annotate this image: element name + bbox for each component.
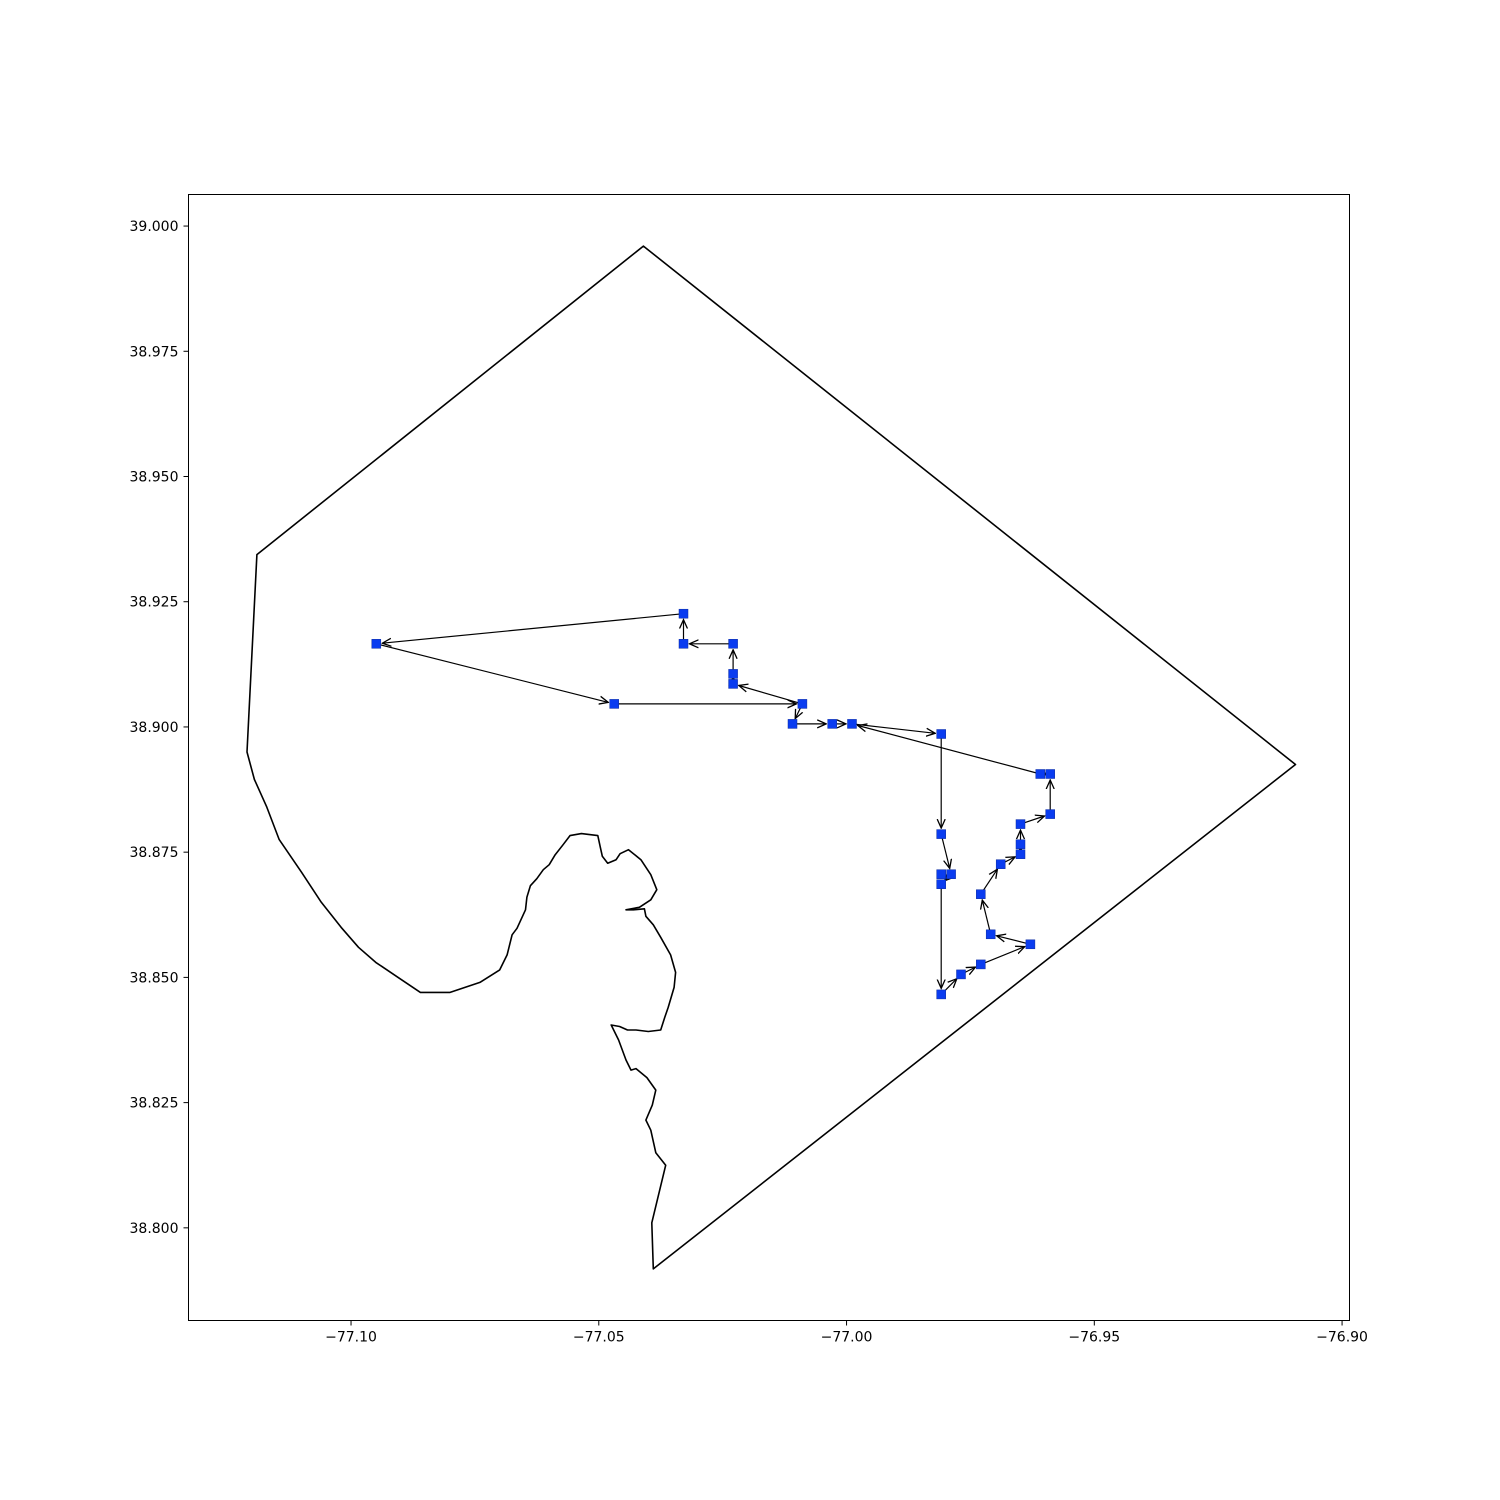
y-tick-label: 38.925 <box>130 595 179 611</box>
stop-marker <box>728 639 738 649</box>
stop-markers <box>371 608 1055 1000</box>
stop-marker <box>1025 939 1036 950</box>
x-tick-label: −76.90 <box>1316 1330 1368 1346</box>
stop-marker <box>936 729 946 739</box>
stop-marker <box>728 679 738 689</box>
stop-marker <box>976 959 986 970</box>
stop-marker <box>678 639 689 649</box>
stop-marker <box>985 929 996 940</box>
stop-marker <box>1045 769 1055 779</box>
stop-marker <box>1015 819 1026 829</box>
y-tick-label: 39.000 <box>130 219 179 235</box>
route-segment <box>858 726 1041 775</box>
stop-marker <box>609 699 619 709</box>
route-segment <box>382 613 684 644</box>
y-tick-label: 38.825 <box>130 1096 179 1112</box>
stop-marker <box>827 719 837 729</box>
stop-marker <box>847 719 857 729</box>
stop-marker <box>936 989 946 1000</box>
x-tick-label: −77.00 <box>821 1330 873 1346</box>
stop-marker <box>936 869 946 879</box>
stop-marker <box>946 869 956 879</box>
route-segment <box>376 643 608 703</box>
stop-marker <box>728 669 738 679</box>
route-segment <box>997 936 1031 945</box>
stop-marker <box>1015 849 1026 859</box>
plot-frame <box>188 194 1350 1321</box>
stop-marker <box>1035 769 1046 779</box>
y-tick-label: 38.800 <box>130 1221 179 1237</box>
stop-marker <box>995 859 1006 869</box>
stop-marker <box>797 699 808 709</box>
stop-marker <box>787 719 798 729</box>
stop-marker <box>678 608 689 619</box>
x-tick-label: −77.05 <box>573 1330 625 1346</box>
x-tick-label: −77.10 <box>325 1330 377 1346</box>
route-segment <box>982 900 992 935</box>
y-tick-label: 38.900 <box>130 720 179 736</box>
stop-marker <box>1015 839 1026 849</box>
route-segment <box>739 686 803 705</box>
stop-marker <box>936 879 946 889</box>
x-tick-label: −76.95 <box>1068 1330 1120 1346</box>
route-segment <box>980 947 1025 965</box>
y-tick-label: 38.975 <box>130 344 179 360</box>
stop-marker <box>956 969 966 980</box>
stop-marker <box>371 639 382 649</box>
stop-marker <box>1045 809 1055 819</box>
district-boundary <box>246 245 1297 1270</box>
route-segment <box>940 833 950 868</box>
y-tick-label: 38.850 <box>130 970 179 986</box>
x-axis: −77.10 −77.05 −77.00 −76.95 −76.90 <box>325 1320 1368 1346</box>
stop-marker <box>976 889 986 899</box>
y-tick-label: 38.875 <box>130 845 179 861</box>
route-layer <box>376 613 1050 995</box>
route-segment <box>851 723 935 733</box>
y-axis: 38.800 38.825 38.850 38.875 38.900 38.925 38.9… <box>130 219 189 1237</box>
y-tick-label: 38.950 <box>130 470 179 486</box>
stop-marker <box>936 829 946 839</box>
